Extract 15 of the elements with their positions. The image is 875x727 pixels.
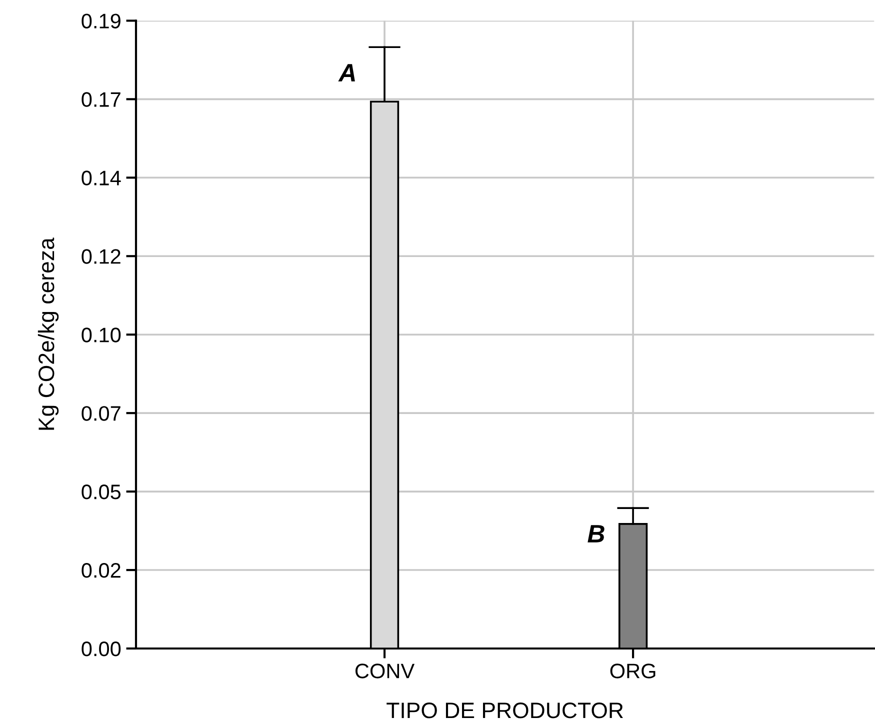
x-tick-label: CONV xyxy=(355,664,415,678)
y-tick-label: 0.19 xyxy=(82,14,120,28)
y-tick-label: 0.17 xyxy=(82,92,120,107)
x-axis-title: TIPO DE PRODUCTOR xyxy=(386,702,623,718)
y-axis-title: Kg CO2e/kg cereza xyxy=(38,238,59,430)
annotation: B xyxy=(588,525,604,542)
y-tick-label: 0.07 xyxy=(82,406,120,421)
y-tick-label: 0.02 xyxy=(82,563,120,578)
y-tick-label: 0.00 xyxy=(82,642,121,656)
y-tick-label: 0.14 xyxy=(82,170,121,186)
y-tick-label: 0.12 xyxy=(82,249,120,264)
y-tick-label: 0.10 xyxy=(82,328,121,342)
x-tick-label: ORG xyxy=(610,664,656,678)
annotation: A xyxy=(338,64,355,82)
y-tick-label: 0.05 xyxy=(82,484,121,500)
